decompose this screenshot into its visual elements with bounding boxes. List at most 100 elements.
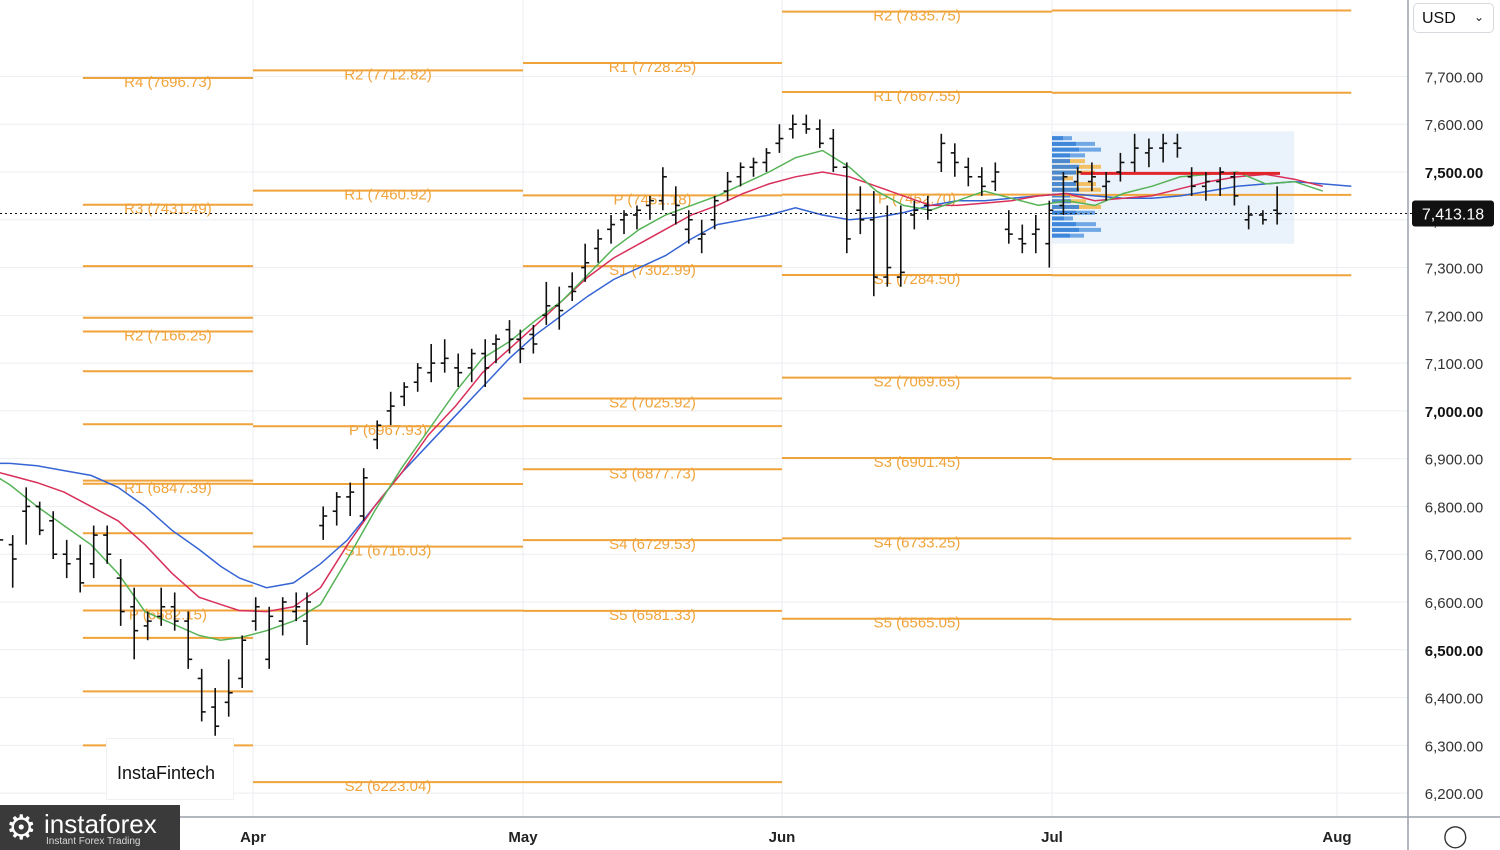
y-tick-label: 6,600.00 <box>1425 595 1483 612</box>
ohlc-bar <box>359 468 368 521</box>
ohlc-bar <box>923 195 932 220</box>
ohlc-bar <box>658 167 667 211</box>
pivot-label: R1 (7728.25) <box>609 59 697 76</box>
ohlc-bar <box>292 592 301 622</box>
volume-profile-bar-inner <box>1052 147 1079 152</box>
ohlc-bar <box>632 205 641 230</box>
ohlc-bar <box>143 611 152 641</box>
ohlc-bar <box>710 195 719 230</box>
settings-icon[interactable]: ◯ <box>1443 823 1468 848</box>
pivot-label: S2 (7069.65) <box>874 374 961 391</box>
pivot-label: S5 (6565.05) <box>874 615 961 632</box>
ohlc-bar <box>964 157 973 187</box>
pivot-label: S1 (6716.03) <box>345 543 432 560</box>
ohlc-bar <box>319 506 328 540</box>
x-tick-label: Apr <box>240 829 266 846</box>
pivot-label: R2 (7835.75) <box>873 8 961 25</box>
brand-name: instaforex <box>44 809 157 839</box>
y-tick-label: 6,300.00 <box>1425 738 1483 755</box>
ohlc-bar <box>1073 167 1082 192</box>
pivot-label: S3 (6877.73) <box>609 465 696 482</box>
volume-profile-bar-inner <box>1052 216 1064 221</box>
ohlc-bar <box>157 587 166 626</box>
y-tick-label: 6,900.00 <box>1425 452 1483 469</box>
x-tick-label: May <box>508 829 538 846</box>
ohlc-bar <box>505 320 514 354</box>
ohlc-bar <box>1159 133 1168 163</box>
pivot-label: R2 (7712.82) <box>344 66 432 83</box>
pivot-label: P (7451.18) <box>613 191 691 208</box>
ohlc-bar <box>1216 167 1225 196</box>
ohlc-bar <box>697 219 706 254</box>
ohlc-bar <box>454 353 463 387</box>
ohlc-bar <box>671 186 680 225</box>
y-tick-label: 6,800.00 <box>1425 499 1483 516</box>
ohlc-bar <box>723 172 732 201</box>
ohlc-bar <box>856 186 865 235</box>
ohlc-bar <box>224 659 233 717</box>
ohlc-bar <box>529 324 538 354</box>
pivot-label: R1 (6847.39) <box>124 480 212 497</box>
volume-profile-bar-inner <box>1052 176 1064 181</box>
pivot-label: S4 (6729.53) <box>609 536 696 553</box>
ohlc-bar <box>883 205 892 287</box>
volume-profile-bar-inner <box>1052 164 1079 169</box>
ohlc-bar <box>1087 162 1096 192</box>
ohlc-bar <box>265 606 274 669</box>
ohlc-bar <box>829 129 838 172</box>
ohlc-bar <box>910 200 919 230</box>
y-tick-label: 6,400.00 <box>1425 691 1483 708</box>
ohlc-bar <box>937 133 946 172</box>
ohlc-bar <box>278 597 287 636</box>
ohlc-bar <box>542 281 551 325</box>
pivot-label: S3 (6901.45) <box>874 454 961 471</box>
currency-select[interactable]: USD ⌄ <box>1413 3 1494 33</box>
volume-profile-bar-inner <box>1052 136 1063 141</box>
ohlc-bar <box>251 597 260 631</box>
volume-profile-bar-inner <box>1052 204 1079 209</box>
volume-profile-bar-inner <box>1052 233 1070 238</box>
ohlc-bar <box>1230 172 1239 206</box>
ohlc-bar <box>869 191 878 297</box>
ohlc-bar <box>1173 133 1182 158</box>
volume-profile-bar-inner <box>1052 222 1076 227</box>
chevron-down-icon: ⌄ <box>1473 10 1484 24</box>
ohlc-bar <box>346 482 355 516</box>
ohlc-bar <box>184 611 193 669</box>
ohlc-bar <box>303 592 311 645</box>
pivot-label: S1 (7302.99) <box>609 262 696 279</box>
ohlc-bar <box>802 114 811 134</box>
gear-logo-icon: ⚙ <box>6 809 37 847</box>
sma-mid-line <box>0 171 1323 613</box>
ohlc-bar <box>1187 167 1196 196</box>
ohlc-bar <box>1116 152 1125 182</box>
ohlc-bar <box>197 668 206 722</box>
ohlc-bar <box>481 339 490 387</box>
ohlc-bar <box>332 492 341 526</box>
ohlc-bar <box>1031 215 1040 254</box>
ohlc-bar <box>842 162 851 254</box>
ohlc-bar <box>22 487 31 545</box>
current-price-label: 7,413.18 <box>1422 206 1484 223</box>
ohlc-bar <box>1144 138 1153 168</box>
volume-profile-bar-inner <box>1052 159 1070 164</box>
ohlc-bar <box>950 143 959 177</box>
ohlc-bar <box>568 272 577 301</box>
ohlc-bar <box>1004 210 1013 244</box>
pivot-label: P (7452.70) <box>878 191 956 208</box>
ohlc-bar <box>170 592 179 631</box>
y-tick-label: 6,200.00 <box>1425 786 1483 803</box>
ohlc-bar <box>815 119 824 149</box>
ohlc-bar <box>8 535 17 588</box>
ohlc-bar <box>736 162 745 187</box>
ohlc-bar <box>49 511 58 559</box>
y-tick-label: 7,100.00 <box>1425 356 1483 373</box>
ohlc-bar <box>467 348 476 383</box>
ohlc-bar <box>440 339 449 373</box>
ohlc-bar <box>492 334 500 364</box>
y-tick-label: 7,700.00 <box>1425 69 1483 86</box>
ohlc-bar <box>238 635 247 688</box>
volume-profile-bar-inner <box>1052 153 1070 158</box>
y-tick-label: 6,500.00 <box>1425 643 1483 660</box>
